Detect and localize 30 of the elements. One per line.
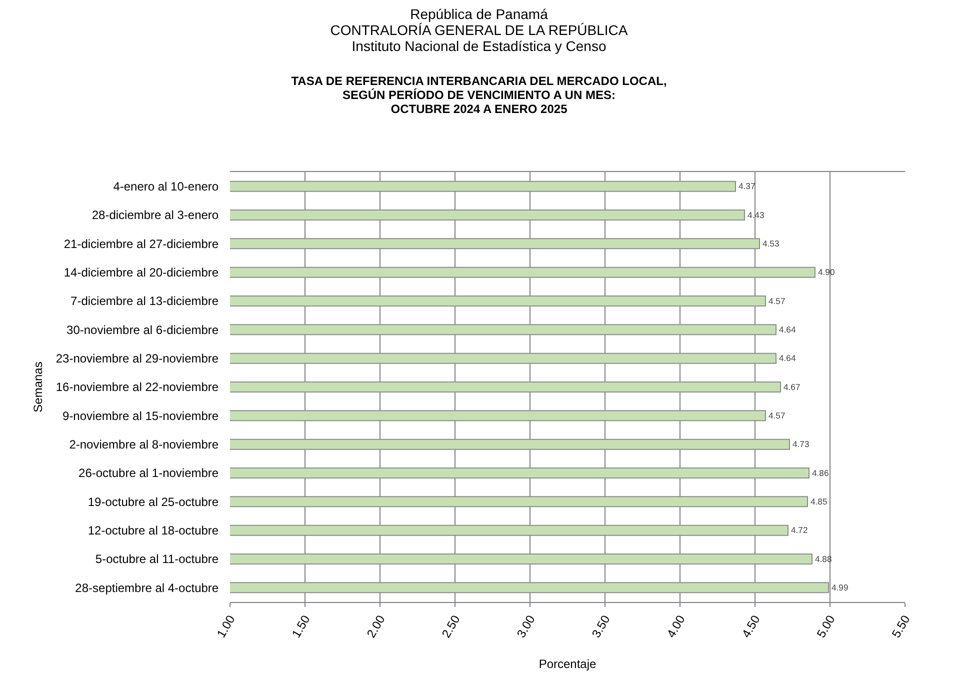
x-axis-title: Porcentaje (538, 657, 597, 672)
y-tick-label: 30-noviembre al 6-diciembre (66, 322, 219, 337)
y-tick-label: 28-septiembre al 4-octubre (75, 580, 219, 595)
y-tick-label: 26-octubre al 1-noviembre (78, 466, 219, 480)
y-tick-label: 23-noviembre al 29-noviembre (56, 352, 219, 366)
y-tick-label: 16-noviembre al 22-noviembre (56, 380, 219, 394)
data-label: 4.85 (810, 496, 828, 507)
y-tick-label: 19-octubre al 25-octubre (88, 494, 219, 509)
data-label: 4.73 (792, 439, 810, 450)
y-tick-label: 14-diciembre al 20-diciembre (64, 266, 219, 280)
data-label: 4.67 (784, 382, 800, 392)
chart-title: República de Panamá CONTRALORÍA GENERAL DE LA REPÚBLICA Instituto Nacional de Estadística y Censo (329, 5, 629, 54)
y-tick-label: 21-diciembre al 27-diciembre (64, 236, 219, 251)
y-tick-label: 4-enero al 10-enero (113, 180, 219, 194)
y-tick-label: 9-noviembre al 15-noviembre (62, 408, 219, 423)
y-tick-label: 5-octubre al 11-octubre (95, 552, 219, 566)
data-label: 4.72 (791, 525, 808, 536)
y-tick-label: 12-octubre al 18-octubre (88, 524, 219, 538)
data-label: 4.57 (768, 296, 786, 306)
data-label: 4.53 (762, 238, 780, 249)
chart-subtitle: TASA DE REFERENCIA INTERBANCARIA DEL MERCADO LOCAL, SEGÚN PERÍODO DE VENCIMIENTO A UN MES: OCTUBRE 2024 A ENERO 2025 (290, 74, 668, 116)
y-tick-label: 7-diciembre al 13-diciembre (70, 294, 219, 308)
data-label: 4.64 (779, 353, 796, 364)
y-tick-label: 28-diciembre al 3-enero (92, 208, 219, 222)
data-label: 4.99 (832, 582, 848, 593)
data-label: 4.64 (779, 324, 796, 335)
data-label: 4.86 (812, 468, 829, 478)
y-axis-title: Semanas (31, 362, 46, 412)
data-label: 4.57 (768, 410, 786, 421)
y-tick-label: 2-noviembre al 8-noviembre (69, 438, 219, 452)
